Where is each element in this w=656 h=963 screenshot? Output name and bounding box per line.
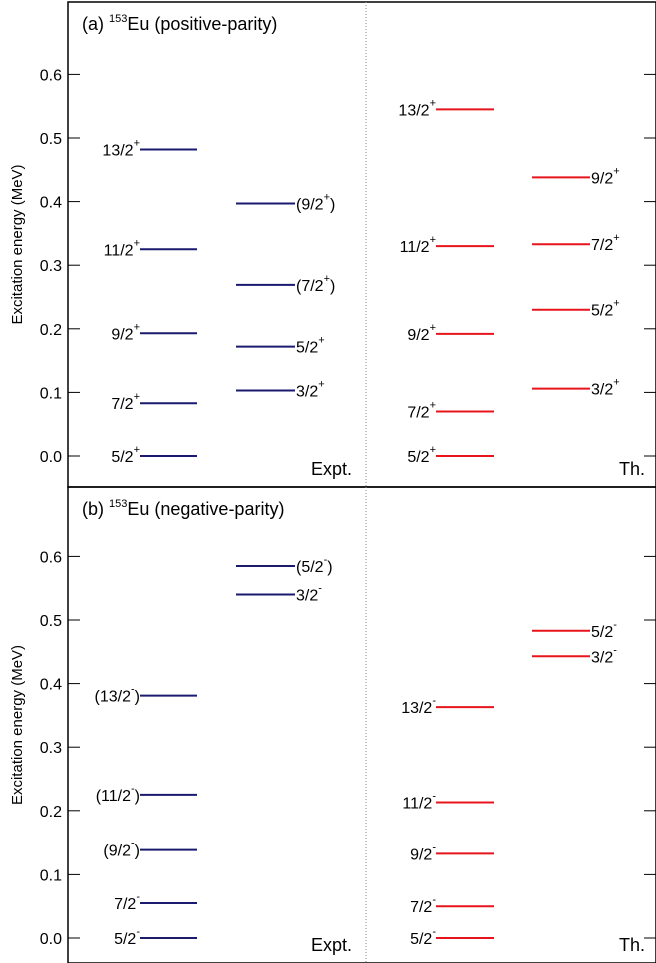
- level-label: (9/2+): [296, 192, 335, 214]
- axes-layer: [67, 1, 656, 963]
- level-label: 5/2-​: [591, 619, 617, 641]
- level-layer: [140, 108, 590, 939]
- level-label: (7/2+): [296, 273, 335, 295]
- level-label: 13/2+​: [102, 137, 140, 159]
- level-label: 5/2+​: [111, 444, 140, 466]
- level-label: 7/2+​: [407, 399, 436, 421]
- level-label: 7/2-​: [114, 891, 140, 913]
- level-label: 7/2-​: [410, 894, 436, 916]
- y-tick-label: 0.0: [40, 931, 62, 948]
- level-label: 5/2+​: [591, 298, 620, 320]
- level-label: 11/2-​: [402, 791, 436, 813]
- column-label-expt: Expt.: [311, 459, 352, 479]
- level-label: (11/2-): [96, 783, 140, 805]
- level-label: 9/2+​: [591, 165, 620, 187]
- y-tick-label: 0.2: [40, 322, 62, 339]
- label-layer: 0.0 0.1 0.2 0.3 0.4 0.5 0.6 Excitation energy (…: [9, 13, 645, 955]
- level-label: 13/2+​: [398, 97, 436, 119]
- y-axis-label: Excitation energy (MeV): [9, 645, 26, 805]
- y-tick-label: 0.6: [40, 67, 62, 84]
- y-tick-label: 0.3: [40, 258, 62, 275]
- level-label: 13/2-​: [401, 695, 436, 717]
- y-tick-label: 0.5: [40, 131, 62, 148]
- y-tick-label: 0.0: [40, 449, 62, 466]
- level-label: 11/2+​: [400, 234, 436, 256]
- panel-frame: [67, 486, 656, 963]
- level-label: 5/2-​: [114, 926, 140, 948]
- level-label: 5/2+​: [296, 335, 325, 357]
- column-label-th: Th.: [619, 459, 645, 479]
- level-label: 9/2+​: [407, 322, 436, 344]
- level-label: 5/2-​: [410, 926, 436, 948]
- column-label-expt: Expt.: [311, 935, 352, 955]
- y-tick-label: 0.5: [40, 613, 62, 630]
- y-tick-label: 0.6: [40, 549, 62, 566]
- level-label: 9/2-​: [410, 841, 436, 863]
- level-label: 3/2-​: [296, 583, 322, 605]
- level-label: 3/2-​: [591, 644, 617, 666]
- y-tick-label: 0.4: [40, 677, 62, 694]
- level-label: (13/2-): [95, 684, 140, 706]
- level-label: 7/2+​: [591, 232, 620, 254]
- y-tick-label: 0.1: [40, 867, 62, 884]
- level-label: 3/2+​: [591, 377, 620, 399]
- column-label-th: Th.: [619, 935, 645, 955]
- y-tick-label: 0.3: [40, 740, 62, 757]
- panel-title: (b) 153Eu (negative-parity): [82, 498, 284, 519]
- panel-title: (a) 153Eu (positive-parity): [82, 13, 277, 34]
- level-label: (9/2-): [103, 838, 140, 860]
- level-label: 9/2+​: [111, 321, 140, 343]
- level-label: 5/2+​: [407, 444, 436, 466]
- y-tick-label: 0.4: [40, 195, 62, 212]
- y-axis-label: Excitation energy (MeV): [9, 164, 26, 324]
- level-label: 7/2+​: [111, 391, 140, 413]
- level-label: 11/2+​: [104, 237, 140, 259]
- y-tick-label: 0.2: [40, 804, 62, 821]
- y-tick-label: 0.1: [40, 385, 62, 402]
- level-label: (5/2-): [296, 554, 333, 576]
- level-label: 3/2+​: [296, 378, 325, 400]
